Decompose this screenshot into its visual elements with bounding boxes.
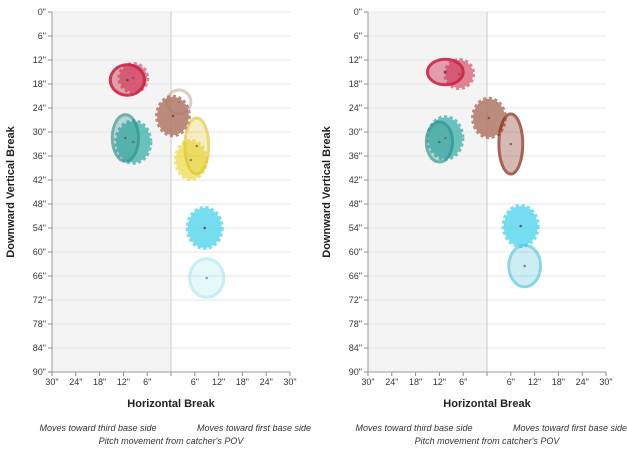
y-tick-label: 12"	[33, 55, 46, 65]
y-tick-label: 66"	[349, 271, 362, 281]
x-tick-label: 6"	[459, 377, 467, 387]
y-tick-label: 54"	[349, 223, 362, 233]
x-tick-label: 30"	[361, 377, 374, 387]
y-tick-label: 60"	[33, 247, 46, 257]
pitch-center-dot	[124, 136, 127, 140]
x-tick-label: 12"	[117, 377, 130, 387]
pitch-marker	[155, 94, 191, 138]
pitch-center-dot	[171, 114, 175, 118]
y-tick-label: 78"	[33, 319, 46, 329]
pitch-center-dot	[132, 140, 135, 144]
y-tick-label: 36"	[349, 151, 362, 161]
pitch-marker	[497, 112, 525, 176]
third-base-side-shade	[52, 12, 171, 372]
y-tick-label: 84"	[33, 343, 46, 353]
y-tick-label: 18"	[33, 79, 46, 89]
x-tick-label: 18"	[409, 377, 422, 387]
y-tick-label: 42"	[349, 175, 362, 185]
y-tick-label: 6"	[38, 31, 46, 41]
x-tick-label: 30"	[599, 377, 612, 387]
pitch-center-dot	[487, 116, 491, 120]
x-axis-label: Horizontal Break	[127, 398, 215, 410]
pitch-center-dot	[189, 158, 193, 162]
pitch-center-dot	[126, 78, 129, 82]
chart-1: 0" 6" 12" 18" 24" 30" 36" 42" 48" 54" 60" 66" 72" 78"…	[5, 7, 311, 446]
pitch-center-dot	[444, 70, 447, 74]
y-axis-label: Downward Vertical Break	[321, 125, 333, 257]
y-tick-label: 72"	[349, 295, 362, 305]
footer-first-base-side: Moves toward first base side	[197, 423, 311, 433]
pitch-marker	[188, 257, 226, 299]
pitch-center-dot	[438, 140, 441, 144]
y-tick-label: 30"	[33, 127, 46, 137]
x-tick-label: 24"	[69, 377, 82, 387]
pitch-marker	[501, 204, 540, 248]
x-tick-label: 24"	[385, 377, 398, 387]
y-tick-label: 30"	[349, 127, 362, 137]
pitch-center-dot	[132, 76, 135, 80]
y-tick-label: 36"	[33, 151, 46, 161]
pitch-center-dot	[519, 224, 523, 228]
y-tick-label: 72"	[33, 295, 46, 305]
y-tick-label: 0"	[38, 7, 46, 17]
x-tick-label: 6"	[507, 377, 515, 387]
pitch-marker	[507, 243, 543, 289]
y-tick-label: 24"	[349, 103, 362, 113]
x-tick-label: 12"	[212, 377, 225, 387]
x-tick-label: 12"	[528, 377, 541, 387]
y-tick-label: 12"	[349, 55, 362, 65]
pitch-marker	[110, 113, 140, 163]
footer-catcher-pov: Pitch movement from catcher's POV	[415, 436, 561, 446]
pitch-marker	[183, 116, 211, 176]
footer-catcher-pov: Pitch movement from catcher's POV	[99, 436, 245, 446]
y-tick-label: 18"	[349, 79, 362, 89]
x-tick-label: 6"	[191, 377, 199, 387]
y-tick-label: 48"	[33, 199, 46, 209]
x-tick-label: 6"	[143, 377, 151, 387]
chart-2: 0" 6" 12" 18" 24" 30" 36" 42" 48" 54" 60" 66" 72" 78"…	[321, 7, 627, 446]
x-axis-label: Horizontal Break	[443, 398, 531, 410]
pitch-marker	[426, 57, 465, 87]
y-tick-label: 0"	[354, 7, 362, 17]
y-axis-label: Downward Vertical Break	[5, 125, 17, 257]
x-tick-label: 18"	[93, 377, 106, 387]
y-tick-label: 84"	[349, 343, 362, 353]
pitch-marker	[185, 206, 224, 250]
pitch-center-dot	[195, 144, 199, 148]
y-tick-label: 54"	[33, 223, 46, 233]
y-tick-label: 6"	[354, 31, 362, 41]
x-tick-label: 18"	[552, 377, 565, 387]
pitch-center-dot	[205, 276, 208, 280]
x-tick-label: 12"	[433, 377, 446, 387]
y-tick-label: 42"	[33, 175, 46, 185]
pitch-center-dot	[457, 72, 461, 76]
y-tick-label: 90"	[33, 367, 46, 377]
y-tick-label: 48"	[349, 199, 362, 209]
pitch-marker	[424, 120, 454, 164]
x-tick-label: 18"	[236, 377, 249, 387]
footer-first-base-side: Moves toward first base side	[513, 423, 627, 433]
pitch-marker	[443, 58, 476, 90]
footer-third-base-side: Moves toward third base side	[355, 423, 472, 433]
pitch-center-dot	[523, 264, 526, 268]
x-tick-label: 24"	[576, 377, 589, 387]
y-tick-label: 24"	[33, 103, 46, 113]
y-tick-label: 66"	[33, 271, 46, 281]
y-tick-label: 90"	[349, 367, 362, 377]
footer-third-base-side: Moves toward third base side	[39, 423, 156, 433]
x-tick-label: 30"	[283, 377, 296, 387]
y-tick-label: 60"	[349, 247, 362, 257]
pitch-marker	[108, 63, 146, 97]
pitch-center-dot	[444, 136, 447, 140]
pitch-center-dot	[509, 142, 513, 146]
y-tick-label: 78"	[349, 319, 362, 329]
pitch-center-dot	[203, 226, 207, 230]
x-tick-label: 30"	[45, 377, 58, 387]
x-tick-label: 24"	[260, 377, 273, 387]
